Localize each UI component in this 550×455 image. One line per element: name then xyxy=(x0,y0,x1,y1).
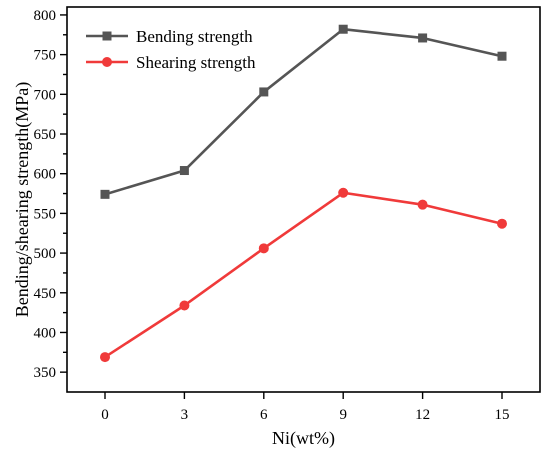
data-point xyxy=(179,300,190,311)
y-tick-label: 550 xyxy=(34,206,57,222)
x-tick-label: 15 xyxy=(495,407,510,423)
data-point xyxy=(338,24,348,34)
y-axis-title: Bending/shearing strength(MPa) xyxy=(12,82,33,317)
series-layer xyxy=(100,24,507,363)
data-point xyxy=(258,243,269,254)
y-tick-label: 600 xyxy=(34,167,57,183)
legend: Bending strength Shearing strength xyxy=(86,27,256,72)
series-line xyxy=(104,27,503,196)
series-shearing-strength xyxy=(100,187,507,363)
y-tick-label: 350 xyxy=(34,365,57,381)
plot-frame xyxy=(66,6,541,393)
y-tick-label: 400 xyxy=(34,325,57,341)
legend-entry: Bending strength xyxy=(86,27,253,46)
data-point xyxy=(100,352,110,363)
x-tick-label: 3 xyxy=(181,407,189,423)
y-tick-label: 500 xyxy=(34,246,57,262)
series-line xyxy=(104,191,503,359)
data-point xyxy=(259,87,269,97)
data-point xyxy=(418,33,428,43)
x-tick-label: 0 xyxy=(101,407,109,423)
y-tick-label: 800 xyxy=(34,8,57,24)
data-point xyxy=(497,51,507,61)
data-point xyxy=(417,199,428,210)
legend-marker xyxy=(102,57,112,67)
y-tick-label: 650 xyxy=(34,127,57,143)
legend-label: Shearing strength xyxy=(136,53,256,72)
legend-marker xyxy=(102,31,112,41)
x-tick-label: 9 xyxy=(339,407,347,423)
data-point xyxy=(179,166,189,176)
x-tick-label: 12 xyxy=(415,407,430,423)
x-axis-title: Ni(wt%) xyxy=(272,428,335,449)
x-tick-label: 6 xyxy=(260,407,268,423)
y-tick-label: 750 xyxy=(34,48,57,64)
data-point xyxy=(338,187,349,198)
y-tick-label: 450 xyxy=(34,286,57,302)
data-point xyxy=(100,189,110,199)
y-tick-label: 700 xyxy=(34,87,57,103)
legend-entry: Shearing strength xyxy=(86,53,256,72)
axes: 0 3 6 9 12 15 350 400 450 500 550 600 650 700 750 800 xyxy=(34,6,541,423)
legend-label: Bending strength xyxy=(136,27,253,46)
series-bending-strength xyxy=(100,24,507,199)
data-point xyxy=(497,218,507,229)
